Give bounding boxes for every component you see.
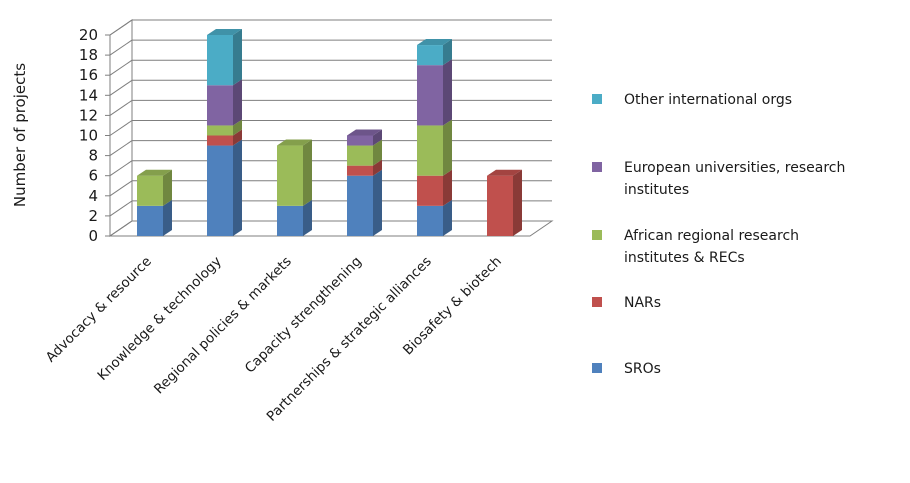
bar-segment bbox=[207, 135, 233, 146]
bar-top bbox=[277, 139, 312, 146]
y-tick-label: 18 bbox=[79, 46, 98, 64]
bar-segment-side bbox=[443, 199, 452, 236]
bar-segment-side bbox=[373, 159, 382, 176]
bar-segment bbox=[207, 125, 233, 136]
y-tick-label: 2 bbox=[88, 207, 98, 225]
chart-walls bbox=[108, 19, 554, 237]
bar-segment-side bbox=[373, 139, 382, 166]
bar-segment-side bbox=[443, 39, 452, 66]
gridline-diagonal bbox=[109, 180, 133, 197]
y-tick-label: 6 bbox=[88, 167, 98, 185]
gridline-diagonal bbox=[109, 59, 133, 76]
y-tick-label: 8 bbox=[88, 147, 98, 165]
legend-swatch bbox=[592, 162, 602, 172]
bar-segment bbox=[137, 175, 163, 206]
bar-segment bbox=[207, 145, 233, 236]
bar-segment-side bbox=[373, 169, 382, 236]
legend-label: African regional research bbox=[624, 228, 799, 244]
bar-top bbox=[347, 129, 382, 136]
bar-segment bbox=[347, 165, 373, 176]
bar-segment bbox=[137, 205, 163, 236]
bar-segment bbox=[347, 145, 373, 166]
bar-top bbox=[137, 169, 172, 176]
x-tick-label: Capacity strengthening bbox=[242, 254, 365, 377]
bar-segment-side bbox=[233, 129, 242, 146]
y-tick-label: 20 bbox=[79, 26, 98, 44]
bar-segment bbox=[417, 45, 443, 66]
bar-segment-side bbox=[513, 169, 522, 236]
bar-segment bbox=[207, 35, 233, 86]
bar-segment-side bbox=[303, 199, 312, 236]
bar-segment bbox=[417, 205, 443, 236]
bar-segment-side bbox=[373, 129, 382, 146]
bar-top bbox=[487, 169, 522, 176]
bar-segment-side bbox=[163, 199, 172, 236]
gridline-diagonal bbox=[109, 19, 133, 36]
gridline-diagonal bbox=[109, 120, 133, 136]
bar-segment bbox=[347, 135, 373, 146]
bar-segment-side bbox=[233, 29, 242, 86]
gridline-diagonal bbox=[109, 79, 133, 96]
floor bbox=[108, 220, 554, 237]
bar-segment bbox=[417, 65, 443, 126]
y-tick-label: 14 bbox=[79, 86, 98, 104]
bars bbox=[137, 29, 522, 236]
gridline-diagonal bbox=[109, 160, 133, 177]
bar-segment-side bbox=[233, 119, 242, 136]
bar-segment bbox=[277, 145, 303, 206]
gridline-diagonal bbox=[109, 99, 133, 116]
legend-label: institutes & RECs bbox=[624, 250, 745, 266]
gridline-diagonal bbox=[109, 200, 133, 217]
y-tick-label: 0 bbox=[88, 227, 98, 245]
legend-swatch bbox=[592, 230, 602, 240]
gridline-diagonal bbox=[109, 39, 133, 56]
x-tick-label: Knowledge & technology bbox=[95, 254, 225, 384]
y-tick-label: 12 bbox=[79, 106, 98, 124]
x-tick-label: Regional policies & markets bbox=[151, 254, 295, 398]
gridlines bbox=[105, 19, 552, 237]
legend-label: European universities, research bbox=[624, 160, 845, 176]
legend-label: SROs bbox=[624, 361, 661, 377]
gridline-diagonal bbox=[109, 220, 133, 237]
bar-segment bbox=[417, 175, 443, 206]
legend-swatch bbox=[592, 297, 602, 307]
bar-top bbox=[207, 29, 242, 35]
bar-segment bbox=[417, 125, 443, 176]
y-tick-label: 16 bbox=[79, 66, 98, 84]
bar-segment bbox=[207, 85, 233, 126]
y-tick-label: 10 bbox=[79, 127, 98, 145]
bar-segment-side bbox=[233, 79, 242, 126]
bar-segment bbox=[487, 175, 513, 236]
bar-segment bbox=[277, 205, 303, 236]
legend-swatch bbox=[592, 94, 602, 104]
y-tick-label: 4 bbox=[88, 187, 98, 205]
legend-swatch bbox=[592, 363, 602, 373]
y-axis-title: Number of projects bbox=[11, 63, 29, 207]
gridline-diagonal bbox=[109, 140, 133, 157]
bar-segment-side bbox=[233, 139, 242, 236]
bar-top bbox=[417, 39, 452, 46]
bar-segment bbox=[347, 175, 373, 236]
legend: Other international orgs European univers… bbox=[592, 92, 845, 377]
y-tick-labels: 0 2 4 6 8 10 12 14 16 18 20 bbox=[79, 26, 98, 245]
bar-segment-side bbox=[303, 139, 312, 206]
bar-segment-side bbox=[443, 169, 452, 206]
legend-label: NARs bbox=[624, 295, 661, 311]
bar-segment-side bbox=[163, 169, 172, 206]
bar-segment-side bbox=[443, 119, 452, 176]
legend-label: institutes bbox=[624, 182, 689, 198]
bar-segment-side bbox=[443, 59, 452, 126]
legend-label: Other international orgs bbox=[624, 92, 792, 108]
